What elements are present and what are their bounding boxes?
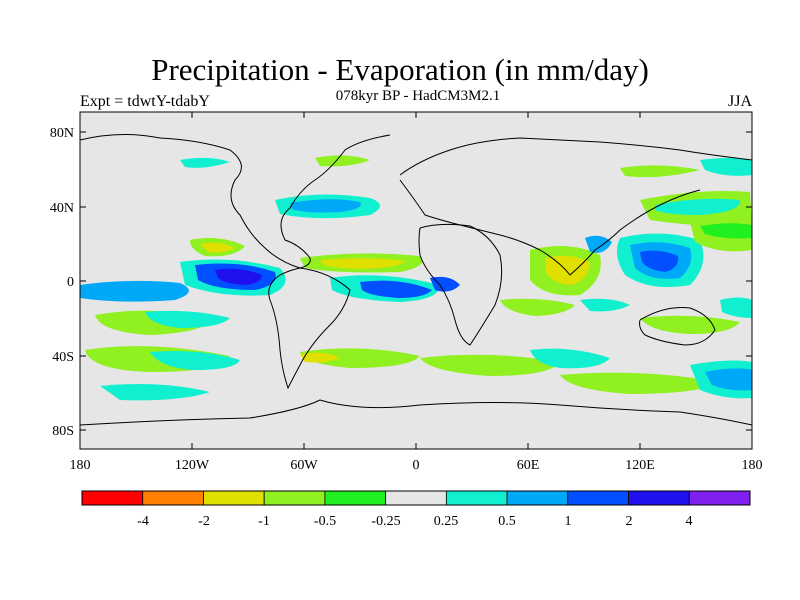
- lon-tick-label: 60W: [290, 458, 318, 473]
- eurasia-south-coast: [399, 179, 701, 276]
- anomaly-patch: [290, 199, 361, 213]
- australia-coast: [639, 307, 716, 346]
- eurasia-north-coast: [399, 137, 752, 176]
- colorbar-swatch: [506, 490, 569, 506]
- anomaly-patch: [655, 198, 741, 215]
- lon-tick-label: 60E: [517, 458, 540, 473]
- colorbar: [81, 490, 751, 506]
- lon-tick-label: 180: [742, 458, 763, 473]
- lon-tick-label: 120E: [625, 458, 655, 473]
- colorbar-swatch: [567, 490, 629, 506]
- south-america-coast: [268, 267, 351, 390]
- anomaly-patch: [700, 223, 752, 239]
- experiment-label: Expt = tdwtY-tdabY: [80, 93, 210, 110]
- colorbar-label: -0.25: [371, 514, 400, 529]
- lon-tick-label: 180: [70, 458, 91, 473]
- colorbar-swatch: [445, 490, 508, 506]
- lat-tick-label: 80S: [52, 424, 74, 439]
- colorbar-label: -1: [258, 514, 270, 529]
- anomaly-patch: [215, 268, 262, 285]
- colorbar-label: -0.5: [314, 514, 336, 529]
- lon-tick-label: 120W: [175, 458, 210, 473]
- anomaly-patch: [150, 351, 240, 370]
- colorbar-swatch: [142, 490, 204, 506]
- lat-tick-label: 80N: [50, 126, 74, 141]
- anomaly-patch: [80, 280, 189, 302]
- colorbar-swatch: [385, 490, 447, 506]
- lat-tick-label: 40N: [50, 201, 74, 216]
- colorbar-label: 4: [686, 514, 693, 529]
- anomaly-patch: [585, 235, 612, 253]
- lon-tick-label: 0: [413, 458, 420, 473]
- colorbar-swatch: [628, 490, 690, 506]
- anomaly-patch: [145, 310, 230, 328]
- anomaly-patch: [530, 348, 610, 369]
- anomaly-patch: [640, 250, 679, 272]
- colorbar-label: 1: [565, 514, 572, 529]
- plot-title: Precipitation - Evaporation (in mm/day): [151, 52, 649, 87]
- lat-tick-label: 0: [67, 275, 74, 290]
- anomaly-patch: [560, 372, 720, 394]
- anomaly-patch: [100, 384, 210, 401]
- lat-tick-marks: [80, 131, 752, 431]
- anomaly-patch: [300, 348, 420, 368]
- north-america-coast: [80, 133, 391, 269]
- anomaly-patch: [360, 280, 432, 298]
- anomaly-patch: [500, 298, 575, 316]
- anomaly-patch: [720, 297, 752, 318]
- colorbar-swatch: [203, 490, 265, 506]
- season-label: JJA: [727, 93, 752, 110]
- colorbar-label: -4: [137, 514, 149, 529]
- colorbar-label: -2: [198, 514, 210, 529]
- colorbar-swatch: [263, 490, 326, 506]
- anomaly-patch: [430, 276, 460, 292]
- anomaly-patch: [700, 158, 752, 176]
- colorbar-label: 0.5: [498, 514, 516, 529]
- anomaly-patch: [200, 242, 235, 253]
- colorbar-swatch: [81, 490, 144, 506]
- colorbar-frame: [81, 490, 751, 506]
- anomaly-patch: [320, 258, 405, 269]
- anomaly-patch: [545, 255, 590, 285]
- coastlines: [80, 133, 752, 426]
- africa-coast: [418, 223, 503, 346]
- lon-tick-marks: [191, 112, 641, 449]
- anomaly-patch: [180, 157, 230, 168]
- plot-subtitle: 078kyr BP - HadCM3M2.1: [335, 88, 501, 104]
- anomaly-patch: [315, 155, 370, 167]
- anomaly-patch: [300, 352, 340, 363]
- colorbar-swatch: [324, 490, 387, 506]
- colorbar-label: 2: [626, 514, 633, 529]
- colorbar-swatch: [688, 490, 751, 506]
- lat-tick-label: 40S: [52, 350, 74, 365]
- colorbar-label: 0.25: [434, 514, 459, 529]
- anomaly-patch: [580, 298, 630, 312]
- anomaly-patch: [620, 165, 700, 178]
- anomaly-patch: [705, 368, 752, 391]
- antarctica-coast: [80, 399, 752, 426]
- anomaly-patch: [420, 354, 560, 376]
- anomaly-field: [80, 155, 752, 401]
